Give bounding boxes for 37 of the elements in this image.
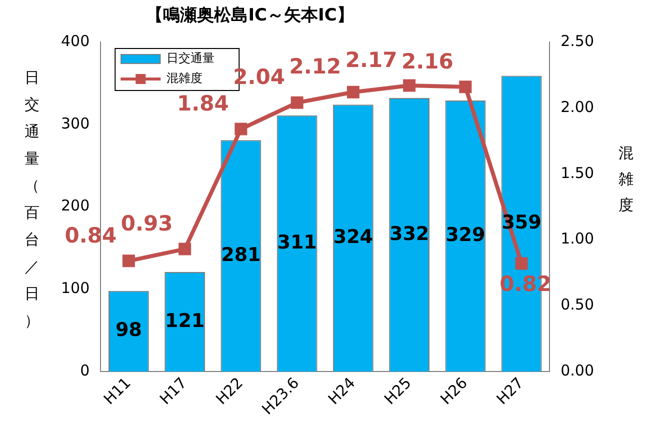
y2-axis-title: 混雑度: [618, 144, 634, 214]
point: [122, 254, 135, 268]
chart-title: 【鳴瀬奥松島IC～矢本IC】: [146, 5, 354, 26]
data-label: 281: [221, 244, 261, 266]
data-label: 0.93: [120, 211, 173, 236]
y-tick-label: 200: [60, 196, 90, 215]
y-tick-label: 100: [60, 279, 90, 298]
y2-tick-label: 0.00: [560, 362, 594, 380]
y2-tick-label: 0.50: [560, 296, 594, 314]
data-label: 2.12: [289, 54, 342, 79]
legend-label: 混雑度: [166, 71, 203, 86]
y2-tick-label: 2.00: [560, 98, 594, 116]
y2-tick-label: 1.00: [560, 230, 594, 248]
point: [403, 79, 416, 92]
data-label: 329: [446, 224, 486, 246]
point: [459, 80, 472, 94]
x-tick-label: H11: [100, 374, 134, 408]
point: [234, 122, 248, 136]
point: [178, 242, 192, 256]
point: [515, 257, 528, 270]
y-tick-label: 0: [80, 362, 90, 380]
data-label: 2.17: [345, 48, 398, 72]
data-label: 324: [333, 226, 374, 248]
y-tick-label: 300: [60, 114, 90, 132]
data-label: 332: [389, 222, 430, 245]
y-tick-label: 400: [60, 32, 90, 50]
point: [346, 86, 360, 98]
y2-tick-label: 2.50: [560, 32, 594, 50]
data-label: 311: [277, 231, 317, 254]
data-label: 1.84: [177, 91, 229, 116]
legend-label: 日交通量: [166, 51, 215, 66]
text: 日交通量（百台／日）: [24, 68, 40, 330]
data-label: 121: [164, 310, 205, 332]
data-label: 98: [115, 319, 142, 342]
data-label: 2.16: [402, 49, 454, 74]
point: [290, 96, 304, 109]
y2-tick-label: 1.50: [560, 164, 594, 182]
